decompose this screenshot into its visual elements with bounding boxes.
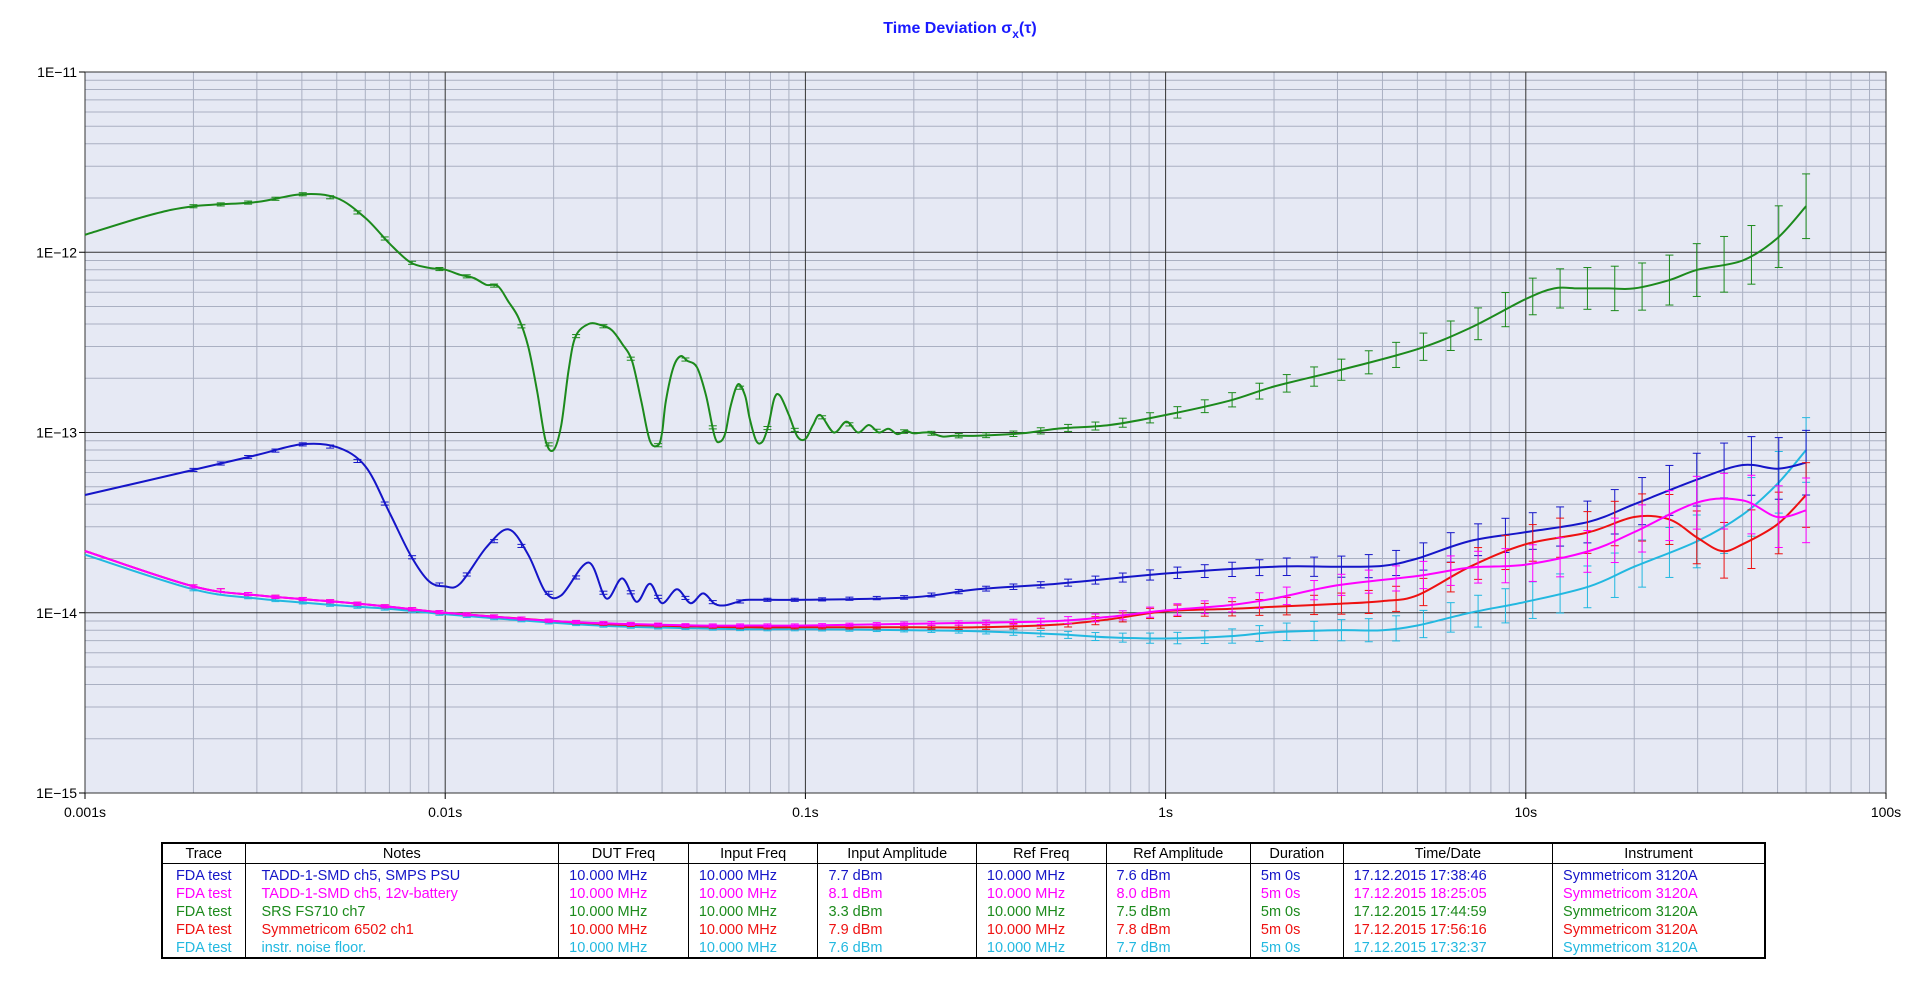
legend-header-cell: Time/Date bbox=[1342, 842, 1554, 864]
legend-cell: 10.000 MHz bbox=[558, 903, 689, 921]
legend-cell: 10.000 MHz bbox=[558, 921, 689, 939]
legend-cell: 10.000 MHz bbox=[558, 885, 689, 903]
legend-header-cell: Input Amplitude bbox=[817, 842, 977, 864]
legend-row: FDA test TADD-1-SMD ch5, SMPS PSU 10.000 M… bbox=[161, 863, 1766, 885]
series-layer bbox=[84, 173, 1811, 645]
legend-cell: 10.000 MHz bbox=[687, 863, 819, 885]
x-axis: 0.001s 0.01s 0.1s 1s 10s 100s bbox=[64, 793, 1901, 820]
legend-header-cell: DUT Freq bbox=[558, 842, 689, 864]
y-tick-label: 1E−15 bbox=[36, 785, 77, 801]
legend-cell: 10.000 MHz bbox=[975, 939, 1107, 958]
chart-title: Time Deviation σx(τ) bbox=[883, 20, 1036, 41]
legend-cell: 17.12.2015 17:32:37 bbox=[1342, 939, 1554, 958]
legend-header-cell: Trace bbox=[161, 842, 246, 864]
x-tick-label: 0.01s bbox=[428, 804, 462, 820]
legend-cell: 7.7 dBm bbox=[1105, 939, 1251, 958]
series-line bbox=[84, 192, 1807, 453]
legend-cell: TADD-1-SMD ch5, 12v-battery bbox=[244, 885, 560, 903]
legend-cell: 10.000 MHz bbox=[558, 939, 689, 958]
series-1 bbox=[84, 472, 1811, 628]
time-deviation-chart: Time Deviation σx(τ) 0.001s 0.01s 0.1s 1s 10… bbox=[36, 20, 1901, 820]
legend-row: FDA test instr. noise floor. 10.000 MHz 10.… bbox=[161, 939, 1766, 958]
y-tick-label: 1E−13 bbox=[36, 425, 77, 441]
legend-cell: 7.6 dBm bbox=[817, 939, 977, 958]
legend-row: FDA test TADD-1-SMD ch5, 12v-battery 10.00… bbox=[161, 885, 1766, 903]
legend-cell: FDA test bbox=[161, 863, 246, 885]
series-line bbox=[84, 442, 1807, 607]
legend-cell: Symmetricom 3120A bbox=[1552, 921, 1766, 939]
legend-table: Trace Notes DUT Freq Input Freq Input Amplit… bbox=[161, 842, 1766, 959]
series-2 bbox=[84, 173, 1811, 453]
legend-cell: 17.12.2015 18:25:05 bbox=[1342, 885, 1554, 903]
legend-header-row: Trace Notes DUT Freq Input Freq Input Amplit… bbox=[161, 842, 1766, 864]
legend-cell: SRS FS710 ch7 bbox=[244, 903, 560, 921]
legend-cell: 8.0 dBm bbox=[1105, 885, 1251, 903]
legend-cell: 10.000 MHz bbox=[687, 921, 819, 939]
legend-cell: instr. noise floor. bbox=[244, 939, 560, 958]
legend-cell: FDA test bbox=[161, 903, 246, 921]
legend-cell: 5m 0s bbox=[1249, 863, 1344, 885]
legend-cell: Symmetricom 3120A bbox=[1552, 863, 1766, 885]
y-tick-label: 1E−14 bbox=[36, 605, 77, 621]
x-tick-label: 0.1s bbox=[792, 804, 818, 820]
x-tick-label: 100s bbox=[1871, 804, 1901, 820]
legend-cell: TADD-1-SMD ch5, SMPS PSU bbox=[244, 863, 560, 885]
legend-header-cell: Notes bbox=[244, 842, 560, 864]
legend-cell: 10.000 MHz bbox=[687, 885, 819, 903]
y-axis: 1E−11 1E−12 1E−13 1E−14 1E−15 bbox=[36, 64, 85, 801]
legend-cell: 3.3 dBm bbox=[817, 903, 977, 921]
y-tick-label: 1E−11 bbox=[37, 64, 77, 80]
legend-cell: 5m 0s bbox=[1249, 903, 1344, 921]
legend-header-cell: Duration bbox=[1249, 842, 1344, 864]
legend-cell: 7.5 dBm bbox=[1105, 903, 1251, 921]
legend-cell: 5m 0s bbox=[1249, 885, 1344, 903]
legend-cell: 7.8 dBm bbox=[1105, 921, 1251, 939]
legend-header-cell: Instrument bbox=[1552, 842, 1766, 864]
legend-cell: 5m 0s bbox=[1249, 939, 1344, 958]
legend-cell: 17.12.2015 17:44:59 bbox=[1342, 903, 1554, 921]
x-tick-label: 0.001s bbox=[64, 804, 106, 820]
legend-cell: 17.12.2015 17:38:46 bbox=[1342, 863, 1554, 885]
legend-cell: FDA test bbox=[161, 921, 246, 939]
legend-cell: 17.12.2015 17:56:16 bbox=[1342, 921, 1554, 939]
legend-cell: 10.000 MHz bbox=[558, 863, 689, 885]
legend-cell: 8.1 dBm bbox=[817, 885, 977, 903]
legend-row: FDA test SRS FS710 ch7 10.000 MHz 10.000 MH… bbox=[161, 903, 1766, 921]
legend-cell: 7.9 dBm bbox=[817, 921, 977, 939]
legend-row: FDA test Symmetricom 6502 ch1 10.000 MHz 10… bbox=[161, 921, 1766, 939]
legend-cell: 7.6 dBm bbox=[1105, 863, 1251, 885]
x-tick-label: 1s bbox=[1158, 804, 1173, 820]
legend-cell: 10.000 MHz bbox=[975, 903, 1107, 921]
legend-cell: FDA test bbox=[161, 885, 246, 903]
legend-header-cell: Ref Freq bbox=[975, 842, 1107, 864]
legend-cell: Symmetricom 6502 ch1 bbox=[244, 921, 560, 939]
legend-cell: 10.000 MHz bbox=[975, 885, 1107, 903]
legend-cell: 10.000 MHz bbox=[975, 863, 1107, 885]
legend-cell: 5m 0s bbox=[1249, 921, 1344, 939]
legend-cell: 10.000 MHz bbox=[687, 903, 819, 921]
legend-cell: 10.000 MHz bbox=[975, 921, 1107, 939]
legend-cell: 7.7 dBm bbox=[817, 863, 977, 885]
series-line bbox=[84, 497, 1807, 627]
legend-cell: Symmetricom 3120A bbox=[1552, 939, 1766, 958]
legend-cell: Symmetricom 3120A bbox=[1552, 885, 1766, 903]
legend-cell: 10.000 MHz bbox=[687, 939, 819, 958]
legend-header-cell: Input Freq bbox=[687, 842, 819, 864]
legend-cell: Symmetricom 3120A bbox=[1552, 903, 1766, 921]
y-tick-label: 1E−12 bbox=[36, 244, 77, 260]
x-tick-label: 10s bbox=[1515, 804, 1538, 820]
legend-header-cell: Ref Amplitude bbox=[1105, 842, 1251, 864]
legend-cell: FDA test bbox=[161, 939, 246, 958]
